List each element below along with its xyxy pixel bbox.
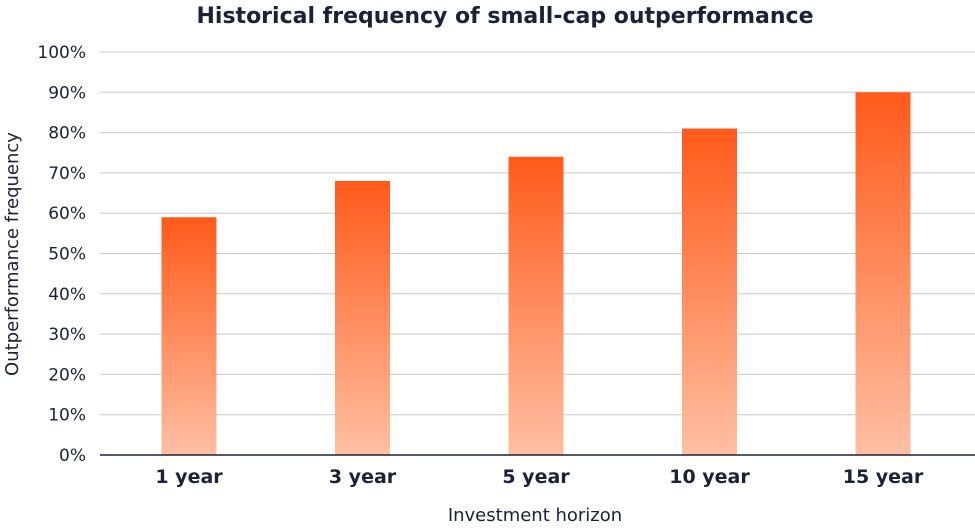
y-tick-label: 30% bbox=[48, 325, 86, 345]
y-tick-label: 80% bbox=[48, 124, 86, 144]
y-tick-label: 40% bbox=[48, 285, 86, 305]
x-axis-ticks: 1 year 3 year 5 year 10 year 15 year bbox=[155, 466, 924, 488]
y-tick-label: 90% bbox=[48, 83, 86, 103]
bar-1-year bbox=[161, 217, 217, 455]
chart-title: Historical frequency of small-cap outper… bbox=[197, 4, 814, 29]
y-tick-label: 60% bbox=[48, 204, 86, 224]
x-tick-label: 1 year bbox=[155, 466, 223, 488]
y-tick-label: 100% bbox=[37, 43, 86, 63]
x-tick-label: 5 year bbox=[502, 466, 570, 488]
y-tick-label: 10% bbox=[48, 406, 86, 426]
bars bbox=[161, 92, 911, 456]
y-tick-label: 70% bbox=[48, 164, 86, 184]
x-tick-label: 10 year bbox=[669, 466, 750, 488]
y-tick-label: 50% bbox=[48, 245, 86, 265]
x-tick-label: 15 year bbox=[843, 466, 924, 488]
y-tick-label: 0% bbox=[59, 446, 86, 466]
x-axis-label: Investment horizon bbox=[448, 505, 622, 526]
bar-15-year bbox=[855, 92, 911, 456]
bar-3-year bbox=[335, 180, 390, 455]
y-tick-label: 20% bbox=[48, 365, 86, 385]
y-axis-label: Outperformance frequency bbox=[2, 132, 23, 376]
bar-5-year bbox=[508, 156, 564, 455]
bar-10-year bbox=[682, 128, 737, 455]
y-axis-ticks: 0% 10% 20% 30% 40% 50% 60% 70% 80% 90% 100% bbox=[37, 43, 86, 466]
x-tick-label: 3 year bbox=[329, 466, 397, 488]
